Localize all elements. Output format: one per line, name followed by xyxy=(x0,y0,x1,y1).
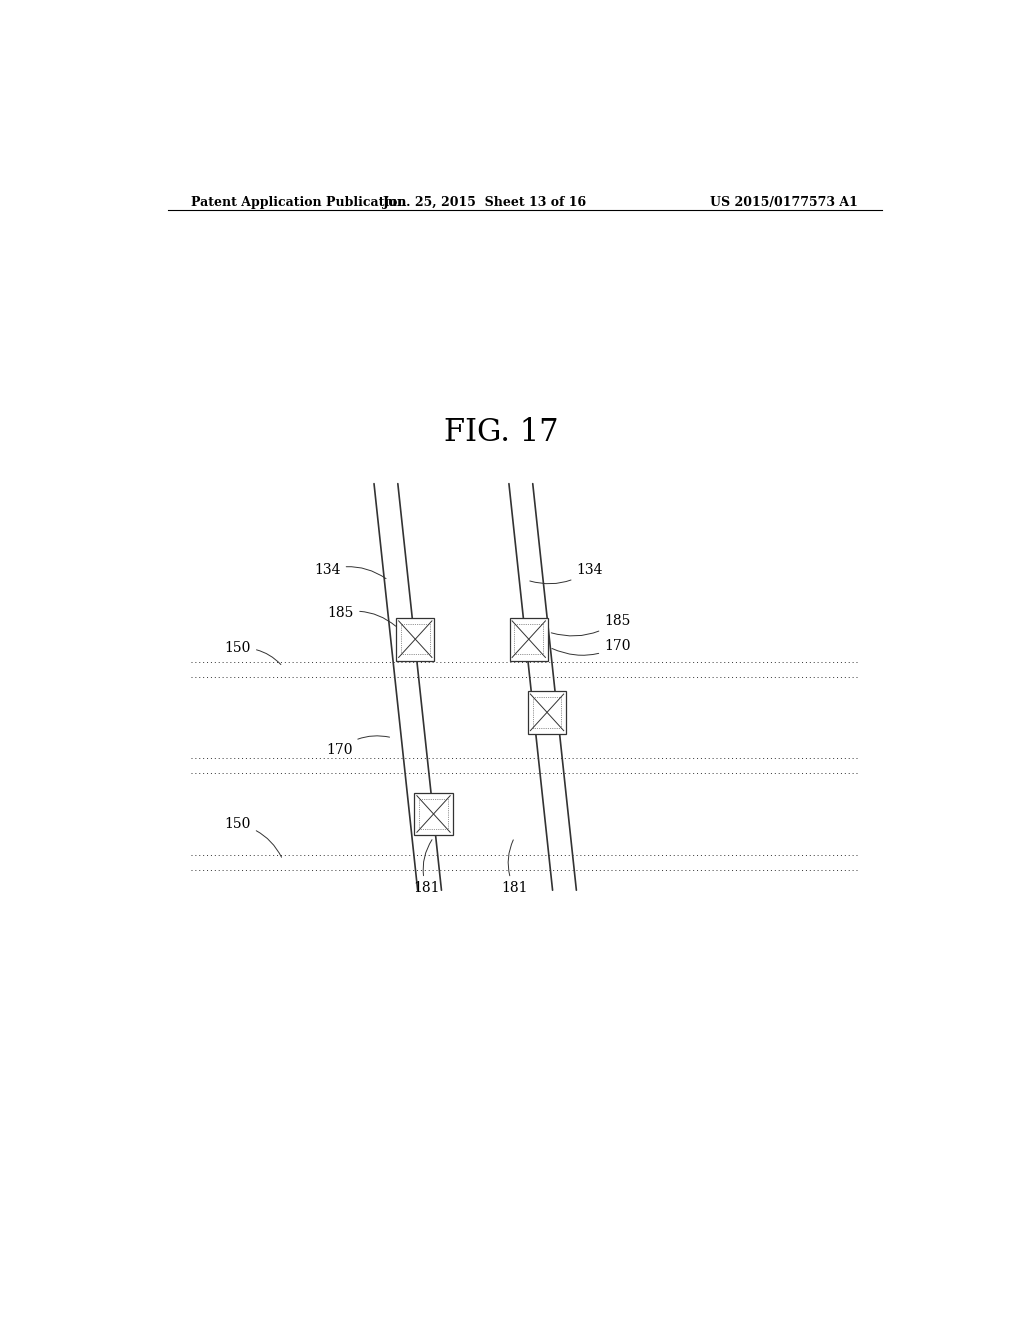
Text: Patent Application Publication: Patent Application Publication xyxy=(191,195,407,209)
Bar xyxy=(419,799,447,829)
Bar xyxy=(528,690,566,734)
Bar xyxy=(401,624,430,655)
Text: 185: 185 xyxy=(551,614,631,636)
Text: Jun. 25, 2015  Sheet 13 of 16: Jun. 25, 2015 Sheet 13 of 16 xyxy=(383,195,587,209)
Text: 134: 134 xyxy=(314,564,386,578)
Bar xyxy=(415,792,453,836)
Text: 181: 181 xyxy=(501,840,527,895)
Bar xyxy=(396,618,434,660)
Text: 150: 150 xyxy=(224,817,282,857)
Text: 170: 170 xyxy=(552,639,631,655)
Text: 181: 181 xyxy=(413,840,439,895)
Text: US 2015/0177573 A1: US 2015/0177573 A1 xyxy=(711,195,858,209)
Text: 134: 134 xyxy=(529,564,603,583)
Text: 185: 185 xyxy=(328,606,395,626)
Text: FIG. 17: FIG. 17 xyxy=(443,417,558,449)
Bar xyxy=(532,697,561,727)
Text: 170: 170 xyxy=(326,735,389,756)
Bar xyxy=(510,618,548,660)
Text: 150: 150 xyxy=(224,642,281,664)
Bar xyxy=(514,624,543,655)
